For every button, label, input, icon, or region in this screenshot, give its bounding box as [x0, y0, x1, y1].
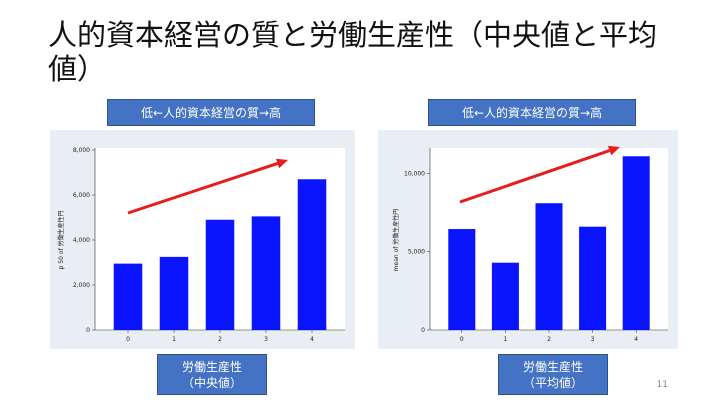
y-tick-label: 8,000 [73, 147, 90, 154]
quality-label-left: 低←人的資本経営の質→高 [107, 99, 315, 126]
bar [251, 216, 281, 330]
x-tick-label: 4 [634, 336, 638, 343]
bar [579, 226, 607, 330]
quality-label-right-text: 低←人的資本経営の質→高 [461, 105, 603, 120]
y-tick-label: 5,000 [408, 249, 425, 256]
page-number: 11 [656, 380, 668, 390]
mean-chart-panel: 0 5,000 10,000 mean of 労働生産性円 0 1 2 3 4 [378, 130, 678, 349]
x-tick-label: 0 [460, 336, 464, 343]
median-caption-line2: （中央値） [181, 375, 242, 390]
x-tick-label: 2 [218, 336, 222, 343]
trend-arrow-head [275, 158, 288, 169]
trend-arrow-shaft [459, 149, 611, 204]
mean-caption-line1: 労働生産性 [522, 359, 583, 374]
median-caption-line1: 労働生産性 [181, 359, 242, 374]
bar [159, 256, 189, 330]
median-chart-panel: 0 2,000 4,000 6,000 8,000 p 50 of 労働生産性円 0 1 2 3 4 [50, 130, 355, 349]
mean-bar-chart: 0 5,000 10,000 mean of 労働生産性円 0 1 2 3 4 [392, 145, 668, 343]
x-tick-label: 3 [264, 336, 268, 343]
slide-title: 人的資本経営の質と労働生産性（中央値と平均値） [48, 18, 658, 86]
x-tick-label: 1 [503, 336, 507, 343]
y-tick-label: 4,000 [73, 237, 90, 244]
bar [491, 262, 519, 330]
y-tick-label: 0 [421, 327, 425, 334]
x-tick-label: 2 [547, 336, 551, 343]
median-caption: 労働生産性 （中央値） [157, 354, 267, 395]
bar [113, 263, 143, 330]
x-tick-label: 0 [126, 336, 130, 343]
mean-caption: 労働生産性 （平均値） [498, 354, 608, 395]
bar [448, 229, 476, 330]
trend-arrow-head [607, 145, 620, 156]
quality-label-right: 低←人的資本経営の質→高 [428, 99, 636, 126]
median-bar-chart: 0 2,000 4,000 6,000 8,000 p 50 of 労働生産性円 0 1 2 3 4 [57, 147, 345, 343]
bar [297, 179, 327, 330]
bar [205, 219, 235, 330]
mean-caption-line2: （平均値） [522, 375, 583, 390]
y-axis-label: mean of 労働生産性円 [392, 209, 400, 272]
bar [535, 203, 563, 330]
bar [622, 156, 650, 330]
y-tick-label: 6,000 [73, 192, 90, 199]
quality-label-left-text: 低←人的資本経営の質→高 [140, 105, 282, 120]
y-axis-label: p 50 of 労働生産性円 [57, 211, 65, 270]
x-tick-label: 3 [591, 336, 595, 343]
y-tick-label: 2,000 [73, 282, 90, 289]
y-tick-label: 10,000 [404, 170, 425, 177]
x-tick-label: 1 [172, 336, 176, 343]
x-tick-label: 4 [310, 336, 314, 343]
trend-arrow-shaft [127, 162, 279, 215]
y-tick-label: 0 [86, 327, 90, 334]
